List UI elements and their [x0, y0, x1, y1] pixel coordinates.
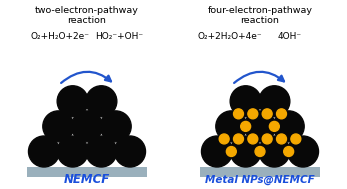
Text: O₂+2H₂O+4e⁻: O₂+2H₂O+4e⁻: [198, 32, 262, 41]
Circle shape: [230, 86, 261, 117]
Text: NEMCF: NEMCF: [64, 174, 110, 187]
Circle shape: [273, 111, 304, 142]
Circle shape: [43, 111, 74, 142]
Circle shape: [115, 136, 145, 167]
Circle shape: [291, 134, 301, 144]
Text: two-electron-pathway: two-electron-pathway: [35, 6, 139, 15]
Circle shape: [71, 111, 102, 142]
Circle shape: [255, 146, 265, 156]
Circle shape: [100, 111, 131, 142]
Circle shape: [226, 146, 236, 156]
Circle shape: [284, 146, 294, 156]
Circle shape: [86, 136, 117, 167]
Bar: [200, 167, 320, 177]
Circle shape: [230, 136, 261, 167]
Text: HO₂⁻+OH⁻: HO₂⁻+OH⁻: [95, 32, 143, 41]
Text: O₂+H₂O+2e⁻: O₂+H₂O+2e⁻: [31, 32, 90, 41]
Text: reaction: reaction: [240, 16, 279, 25]
Circle shape: [28, 136, 59, 167]
Circle shape: [277, 134, 287, 144]
Circle shape: [234, 134, 244, 144]
Circle shape: [57, 86, 88, 117]
Text: Metal NPs@NEMCF: Metal NPs@NEMCF: [205, 175, 315, 185]
Text: four-electron-pathway: four-electron-pathway: [208, 6, 313, 15]
Circle shape: [259, 86, 290, 117]
Circle shape: [202, 136, 232, 167]
Circle shape: [216, 111, 247, 142]
Circle shape: [262, 134, 272, 144]
Circle shape: [259, 136, 290, 167]
Circle shape: [241, 121, 251, 131]
Circle shape: [288, 136, 319, 167]
Circle shape: [219, 134, 229, 144]
Circle shape: [248, 134, 258, 144]
Circle shape: [277, 109, 287, 119]
Circle shape: [262, 109, 272, 119]
Circle shape: [248, 109, 258, 119]
Text: 4OH⁻: 4OH⁻: [278, 32, 302, 41]
Circle shape: [57, 136, 88, 167]
Text: reaction: reaction: [68, 16, 107, 25]
Circle shape: [86, 86, 117, 117]
Circle shape: [234, 109, 244, 119]
Circle shape: [269, 121, 279, 131]
Circle shape: [245, 111, 276, 142]
Bar: [27, 167, 147, 177]
